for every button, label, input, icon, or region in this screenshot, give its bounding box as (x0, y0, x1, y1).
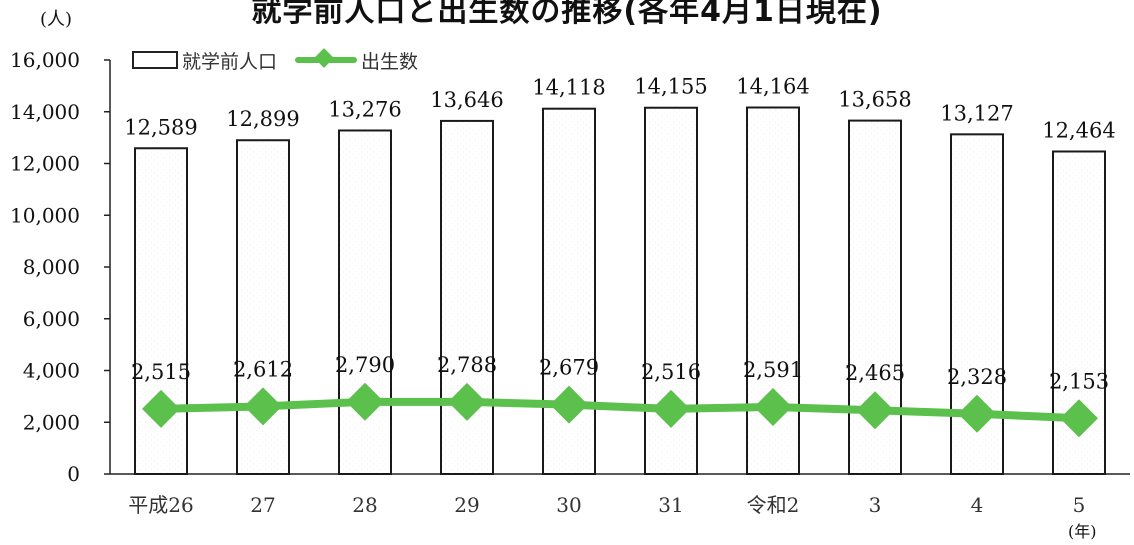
legend-line-label: 出生数 (361, 50, 419, 73)
line-value-label: 2,516 (641, 360, 701, 384)
x-tick-label: 31 (658, 493, 683, 517)
line-value-label: 2,790 (335, 353, 395, 377)
y-tick-label: 6,000 (23, 307, 80, 331)
x-axis-unit: (年) (1068, 522, 1097, 541)
bar-value-label: 14,118 (532, 76, 605, 100)
legend: 就学前人口 出生数 (132, 46, 418, 74)
bar (338, 129, 392, 476)
line-point (550, 385, 588, 424)
bar-value-label: 12,464 (1042, 118, 1115, 142)
bar-value-label: 14,155 (634, 75, 707, 99)
line-value-label: 2,328 (947, 365, 1007, 389)
y-tick-label: 0 (67, 462, 80, 486)
x-tick-label: 平成26 (128, 493, 193, 517)
y-tick-label: 12,000 (10, 152, 80, 176)
line-value-label: 2,515 (131, 360, 191, 384)
x-tick-label: 令和2 (747, 493, 800, 517)
bar-value-label: 12,899 (226, 107, 299, 131)
line-value-label: 2,153 (1049, 369, 1109, 393)
y-tick-label: 14,000 (10, 100, 80, 124)
legend-line-swatch (295, 50, 358, 70)
bar-value-label: 13,276 (328, 97, 401, 121)
chart-title: 就学前人口と出生数の推移(各年4月1日現在) (251, 0, 883, 29)
y-tick-label: 10,000 (10, 203, 80, 227)
line-point (958, 394, 996, 433)
line-value-label: 2,788 (437, 353, 497, 377)
line-point (1060, 399, 1098, 438)
line-point (448, 382, 486, 421)
line-value-label: 2,612 (233, 357, 293, 381)
bar-value-label: 14,164 (736, 75, 809, 99)
y-tick-label: 4,000 (23, 359, 80, 383)
bar-value-label: 13,646 (430, 88, 503, 112)
line-value-label: 2,591 (743, 358, 803, 382)
birth-count-line (157, 397, 1083, 423)
bar-value-label: 13,658 (838, 88, 911, 112)
line-point (244, 387, 282, 426)
y-axis-unit: (人) (40, 9, 73, 30)
legend-bar-label: 就学前人口 (182, 50, 278, 73)
line-point (142, 389, 180, 428)
bar (440, 119, 494, 475)
x-tick-label: 30 (556, 493, 581, 517)
x-tick-label: 5 (1073, 493, 1086, 517)
y-tick-label: 2,000 (23, 410, 80, 434)
y-tick-label: 8,000 (23, 255, 80, 279)
x-tick-label: 28 (352, 493, 377, 517)
x-tick-label: 27 (250, 493, 275, 517)
y-tick-label: 16,000 (10, 48, 80, 72)
line-point (346, 382, 384, 421)
legend-bar-swatch (132, 51, 178, 69)
bar-value-label: 12,589 (124, 115, 197, 139)
x-tick-label: 29 (454, 493, 479, 517)
bar-value-label: 13,127 (940, 101, 1013, 125)
line-point (652, 389, 690, 428)
line-value-label: 2,465 (845, 361, 905, 385)
x-tick-label: 3 (869, 493, 882, 517)
line-point (754, 387, 792, 426)
line-value-label: 2,679 (539, 356, 599, 380)
x-tick-label: 4 (971, 493, 984, 517)
line-point (856, 391, 894, 430)
